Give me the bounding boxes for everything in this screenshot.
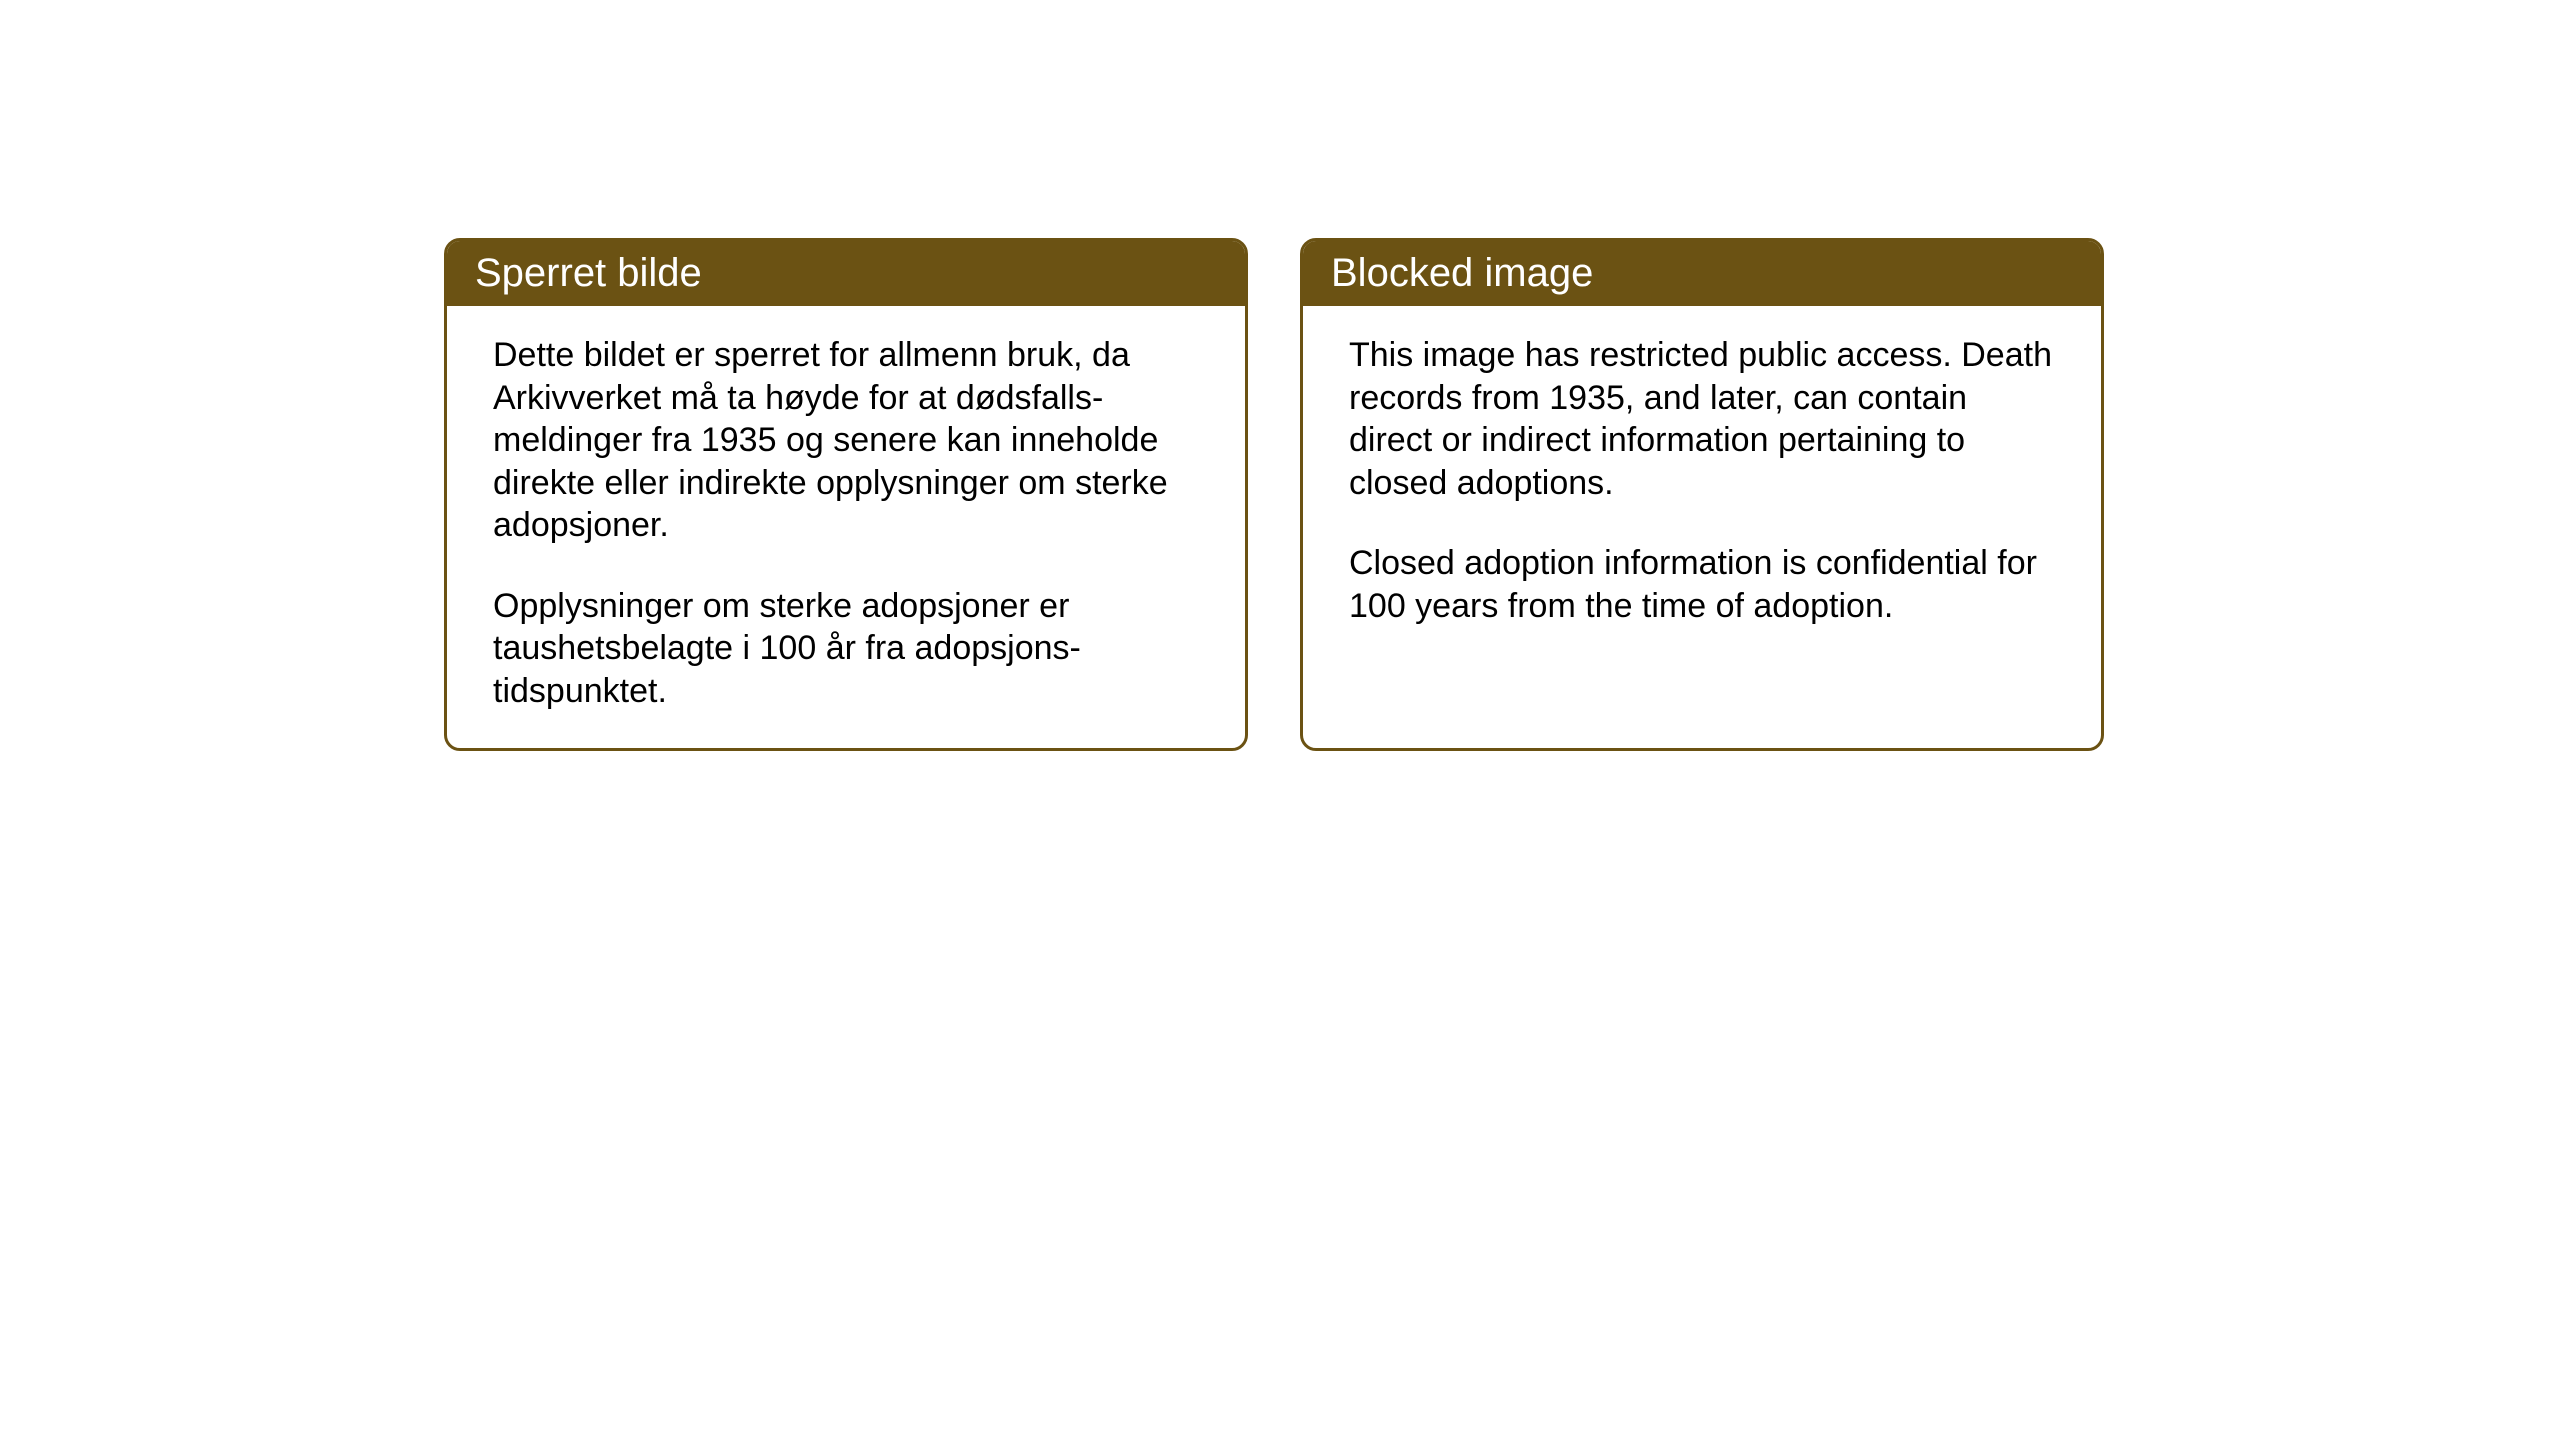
notice-body-norwegian: Dette bildet er sperret for allmenn bruk… <box>447 306 1245 748</box>
notices-container: Sperret bilde Dette bildet er sperret fo… <box>444 238 2104 751</box>
notice-header-norwegian: Sperret bilde <box>447 241 1245 306</box>
notice-body-english: This image has restricted public access.… <box>1303 306 2101 663</box>
notice-header-english: Blocked image <box>1303 241 2101 306</box>
notice-box-english: Blocked image This image has restricted … <box>1300 238 2104 751</box>
notice-paragraph-2-norwegian: Opplysninger om sterke adopsjoner er tau… <box>493 585 1199 713</box>
notice-paragraph-1-english: This image has restricted public access.… <box>1349 334 2055 504</box>
notice-paragraph-2-english: Closed adoption information is confident… <box>1349 542 2055 627</box>
notice-paragraph-1-norwegian: Dette bildet er sperret for allmenn bruk… <box>493 334 1199 547</box>
notice-box-norwegian: Sperret bilde Dette bildet er sperret fo… <box>444 238 1248 751</box>
